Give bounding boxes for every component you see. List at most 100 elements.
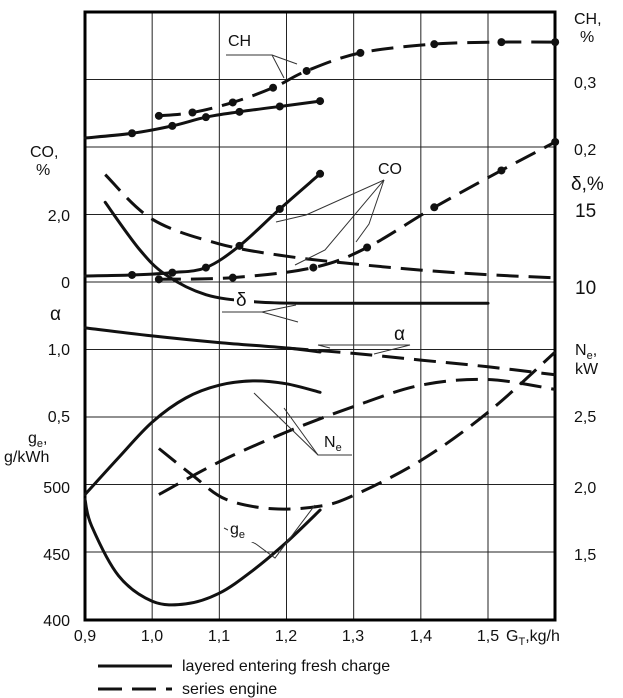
co-tick-label: 2,0 xyxy=(48,208,70,225)
legend-solid-label: layered entering fresh charge xyxy=(182,658,390,675)
ne-curve-label: Ne xyxy=(324,434,342,454)
label-leader-line xyxy=(226,54,285,79)
x-tick-label: 1,2 xyxy=(275,628,297,645)
x-axis-label: GT,kg/h xyxy=(506,628,560,648)
label-leader-line xyxy=(253,392,319,456)
x-tick-label: 1,4 xyxy=(410,628,432,645)
data-point-ch xyxy=(154,111,163,120)
right-axis-labels: CH, % 0,3 0,2 δ,% 15 10 Ne, kW 2,5 2,0 1… xyxy=(571,11,604,564)
ne-axis-title-sub: e xyxy=(587,350,593,362)
x-tick-label: 1,3 xyxy=(342,628,364,645)
label-leader-line xyxy=(317,344,331,349)
co-axis-title: CO, xyxy=(30,144,58,161)
ge-curve-label-main: g xyxy=(230,521,239,538)
alpha-tick-label: 0,5 xyxy=(48,409,70,426)
data-point-co xyxy=(275,204,284,213)
series-ne-dashed xyxy=(158,377,556,496)
data-point-ch xyxy=(168,121,177,130)
plot-frame xyxy=(83,10,557,622)
ne-tick-label: 2,0 xyxy=(574,480,596,497)
ne-axis-unit: kW xyxy=(575,361,599,378)
co-curve-label: CO xyxy=(378,161,402,178)
chart-grid xyxy=(85,12,555,620)
ge-tick-label: 400 xyxy=(43,613,70,630)
ge-tick-label: 500 xyxy=(43,480,70,497)
label-leader-line xyxy=(222,304,297,313)
co-tick-label: 0 xyxy=(61,275,70,292)
x-tick-label: 0,9 xyxy=(74,628,96,645)
ch-axis-unit: % xyxy=(580,29,594,46)
data-point-ch xyxy=(316,97,325,106)
series-ch-dashed xyxy=(158,40,556,118)
x-axis-label-main: G xyxy=(506,628,518,645)
label-leader-line xyxy=(318,344,411,355)
ge-curve-label-sub: e xyxy=(239,529,245,541)
chart-curves xyxy=(83,40,557,607)
data-point-co xyxy=(309,263,318,272)
data-point-ch xyxy=(356,48,365,57)
series-ge-dashed xyxy=(157,350,557,511)
data-point-co xyxy=(228,273,237,282)
ch-tick-label: 0,3 xyxy=(574,75,596,92)
alpha-tick-label: 1,0 xyxy=(48,342,70,359)
data-point-co xyxy=(430,203,439,212)
label-leader-line xyxy=(355,179,385,243)
chart-markers xyxy=(128,38,560,284)
delta-axis-title: δ,% xyxy=(571,174,604,195)
x-axis-label-unit: ,kg/h xyxy=(525,628,560,645)
data-point-ch xyxy=(269,83,278,92)
ge-axis-unit: g/kWh xyxy=(4,449,49,466)
data-point-co xyxy=(551,137,560,146)
x-tick-labels: 0,9 1,0 1,1 1,2 1,3 1,4 1,5 xyxy=(74,628,499,645)
delta-curve-label: δ xyxy=(236,290,247,311)
series-co-dashed xyxy=(158,140,556,281)
label-leader-line xyxy=(261,311,299,323)
delta-tick-label: 15 xyxy=(575,201,596,222)
data-point-co xyxy=(363,243,372,252)
data-point-co xyxy=(154,275,163,284)
label-leader-line xyxy=(275,179,385,223)
data-point-co xyxy=(235,241,244,250)
data-point-co xyxy=(128,270,137,279)
ne-curve-label-main: N xyxy=(324,434,336,451)
legend: layered entering fresh charge series eng… xyxy=(98,658,390,698)
data-point-co xyxy=(201,263,210,272)
x-tick-label: 1,0 xyxy=(141,628,163,645)
label-leader-line xyxy=(294,179,385,266)
left-axis-labels: CO, % 2,0 0 α 1,0 0,5 ge, g/kWh 500 450 … xyxy=(4,144,70,630)
series-ne-solid xyxy=(83,379,322,496)
ne-tick-label: 2,5 xyxy=(574,409,596,426)
series-alpha-dashed xyxy=(286,346,556,377)
data-point-co xyxy=(168,268,177,277)
ge-label-bg xyxy=(228,518,254,542)
data-point-ch xyxy=(430,40,439,49)
data-point-co xyxy=(316,169,325,178)
ne-label-bg xyxy=(322,430,350,454)
ge-axis-title-main: g xyxy=(28,430,37,447)
ch-tick-label: 0,2 xyxy=(574,142,596,159)
series-alpha-solid xyxy=(83,326,322,354)
delta-tick-label: 10 xyxy=(575,278,596,299)
label-leaders xyxy=(222,54,411,559)
data-point-ch xyxy=(128,129,137,138)
data-point-co xyxy=(497,166,506,175)
alpha-label-bg xyxy=(392,322,410,344)
ne-axis-title-unit: , xyxy=(593,342,597,359)
label-leader-line xyxy=(271,54,298,65)
ge-curve-label: ge xyxy=(230,521,245,541)
ch-curve-label: CH xyxy=(228,33,251,50)
x-axis-label-sub: T xyxy=(518,636,525,648)
ch-label-bg xyxy=(222,28,264,50)
data-point-ch xyxy=(302,66,311,75)
x-tick-label: 1,5 xyxy=(477,628,499,645)
ch-axis-title: CH, xyxy=(574,11,602,28)
label-leader-line xyxy=(255,504,316,559)
ge-axis-title-sub: e xyxy=(37,438,43,450)
series-delta-dashed xyxy=(104,173,556,280)
data-point-ch xyxy=(551,38,560,47)
co-axis-unit: % xyxy=(36,162,50,179)
data-point-ch xyxy=(188,108,197,117)
data-point-ch xyxy=(497,38,506,47)
